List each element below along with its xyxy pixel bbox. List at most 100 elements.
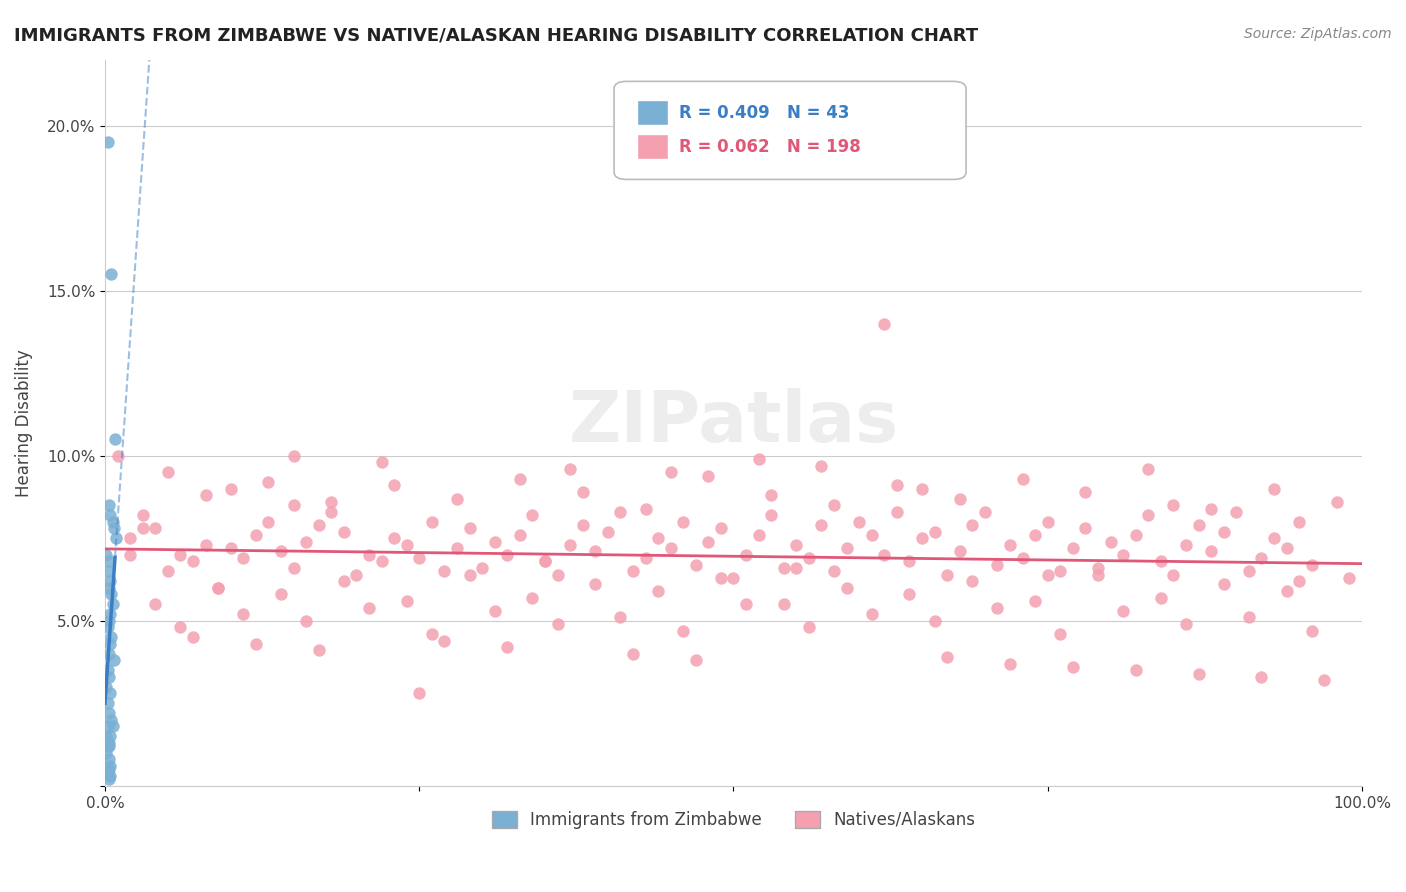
Point <box>558 462 581 476</box>
Point <box>395 594 418 608</box>
Point <box>96 719 118 733</box>
Point <box>270 587 292 601</box>
Point <box>101 597 124 611</box>
Point <box>1137 508 1160 522</box>
Point <box>103 521 125 535</box>
Point <box>105 531 128 545</box>
Point <box>1175 538 1198 552</box>
Point <box>321 505 343 519</box>
Point <box>522 508 544 522</box>
Point <box>207 581 229 595</box>
Point <box>685 653 707 667</box>
Point <box>283 561 305 575</box>
Point <box>835 581 858 595</box>
Point <box>120 548 142 562</box>
Point <box>1237 564 1260 578</box>
Point <box>357 548 380 562</box>
Point <box>785 538 807 552</box>
Point <box>97 581 120 595</box>
Point <box>97 670 120 684</box>
Point <box>697 468 720 483</box>
Point <box>484 604 506 618</box>
Point <box>98 769 121 783</box>
Point <box>219 541 242 555</box>
Point <box>420 515 443 529</box>
Point <box>97 762 120 776</box>
Point <box>1212 577 1234 591</box>
Point <box>1062 660 1084 674</box>
Point <box>156 465 179 479</box>
Point <box>458 521 481 535</box>
Point <box>232 551 254 566</box>
Point <box>1263 531 1285 545</box>
Point <box>1049 627 1071 641</box>
Point <box>1301 558 1323 572</box>
Point <box>1263 482 1285 496</box>
Point <box>98 508 121 522</box>
Point <box>697 534 720 549</box>
Point <box>143 597 166 611</box>
Point <box>370 554 392 568</box>
Point <box>797 620 820 634</box>
Point <box>962 574 984 588</box>
Point <box>534 554 557 568</box>
Point <box>962 518 984 533</box>
Point <box>710 571 733 585</box>
Point <box>96 663 118 677</box>
Point <box>458 567 481 582</box>
Point <box>936 567 959 582</box>
Point <box>219 482 242 496</box>
Point <box>924 524 946 539</box>
Point <box>647 584 669 599</box>
Point <box>295 614 318 628</box>
Point <box>131 508 153 522</box>
Point <box>270 544 292 558</box>
Point <box>596 524 619 539</box>
Point <box>949 544 972 558</box>
Point <box>433 633 456 648</box>
Point <box>194 488 217 502</box>
Point <box>232 607 254 622</box>
Point <box>1163 567 1185 582</box>
Point <box>333 574 356 588</box>
Point <box>973 505 995 519</box>
Point <box>308 518 330 533</box>
Point <box>1225 505 1247 519</box>
Point <box>522 591 544 605</box>
Point <box>245 637 267 651</box>
Point <box>169 620 191 634</box>
Point <box>98 637 121 651</box>
Point <box>96 746 118 760</box>
Point <box>395 538 418 552</box>
Point <box>634 551 657 566</box>
Point <box>446 491 468 506</box>
Point <box>886 505 908 519</box>
Point <box>647 531 669 545</box>
Text: Source: ZipAtlas.com: Source: ZipAtlas.com <box>1244 27 1392 41</box>
Point <box>1212 524 1234 539</box>
Point <box>169 548 191 562</box>
Point <box>1288 574 1310 588</box>
Point <box>1087 561 1109 575</box>
Point <box>886 478 908 492</box>
Point <box>1199 501 1222 516</box>
Point <box>547 567 569 582</box>
Point <box>370 455 392 469</box>
Point <box>823 498 845 512</box>
Point <box>1137 462 1160 476</box>
Point <box>484 534 506 549</box>
Point <box>103 653 125 667</box>
Point <box>1087 567 1109 582</box>
Point <box>98 574 121 588</box>
Point <box>471 561 494 575</box>
Point <box>100 630 122 644</box>
Point <box>735 597 758 611</box>
Point <box>98 607 121 622</box>
Point <box>1125 663 1147 677</box>
Point <box>1125 528 1147 542</box>
Point <box>924 614 946 628</box>
Point <box>998 538 1021 552</box>
Point <box>547 617 569 632</box>
Point <box>609 505 631 519</box>
Point <box>97 736 120 750</box>
